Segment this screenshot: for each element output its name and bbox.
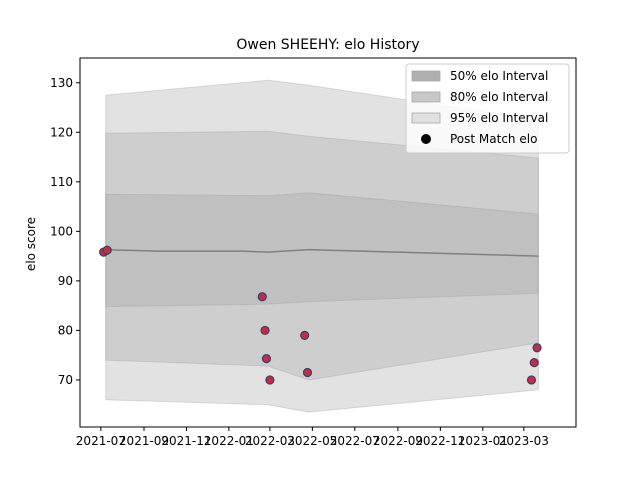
x-tick-label-2023-03: 2023-03 bbox=[499, 434, 549, 448]
data-point-1 bbox=[102, 245, 112, 255]
legend-swatch-0 bbox=[411, 70, 441, 82]
legend: 50% elo Interval 80% elo Interval 95% elo … bbox=[405, 63, 570, 154]
y-tick-label-80: 80 bbox=[58, 323, 73, 337]
band-95-interval bbox=[105, 79, 539, 413]
legend-label-3: Post Match elo bbox=[450, 132, 537, 146]
data-point-9 bbox=[529, 358, 539, 368]
legend-label-2: 95% elo Interval bbox=[450, 111, 548, 125]
data-point-3 bbox=[260, 325, 270, 336]
y-tick-label-100: 100 bbox=[50, 224, 73, 238]
x-tick-label-2021-09: 2021-09 bbox=[119, 434, 169, 448]
data-point-6 bbox=[300, 330, 310, 340]
legend-label-1: 80% elo Interval bbox=[450, 90, 548, 104]
legend-marker-3 bbox=[421, 134, 431, 144]
data-point-2 bbox=[257, 292, 267, 302]
x-tick-label-2022-09: 2022-09 bbox=[373, 434, 423, 448]
data-point-10 bbox=[532, 343, 542, 353]
legend-swatch-2 bbox=[411, 112, 441, 124]
x-tick-label-2022-03: 2022-03 bbox=[245, 434, 295, 448]
x-tick-label-2022-07: 2022-07 bbox=[330, 434, 380, 448]
legend-box bbox=[405, 63, 570, 154]
x-tick-label-2022-01: 2022-01 bbox=[204, 434, 254, 448]
y-tick-label-90: 90 bbox=[58, 274, 73, 288]
data-point-7 bbox=[302, 367, 313, 378]
plot-area: 7080901001101201302021-072021-092021-112… bbox=[50, 57, 577, 448]
x-tick-label-2021-11: 2021-11 bbox=[161, 434, 211, 448]
data-point-4 bbox=[261, 354, 272, 364]
y-tick-label-120: 120 bbox=[50, 125, 73, 139]
y-tick-label-130: 130 bbox=[50, 76, 73, 90]
y-tick-label-110: 110 bbox=[50, 175, 73, 189]
mean-elo-line bbox=[105, 248, 539, 257]
legend-swatch-1 bbox=[411, 91, 441, 103]
x-tick-label-2022-11: 2022-11 bbox=[415, 434, 465, 448]
data-point-8 bbox=[526, 375, 537, 385]
band-80-interval bbox=[105, 130, 539, 381]
x-tick-label-2023-01: 2023-01 bbox=[458, 434, 508, 448]
y-axis-label: elo score bbox=[24, 217, 38, 271]
y-tick-label-70: 70 bbox=[58, 373, 73, 387]
x-tick-label-2022-05: 2022-05 bbox=[287, 434, 337, 448]
axes-frame bbox=[79, 57, 577, 428]
legend-label-0: 50% elo Interval bbox=[450, 69, 548, 83]
x-tick-label-2021-07: 2021-07 bbox=[76, 434, 126, 448]
data-point-5 bbox=[265, 375, 275, 385]
chart-title: Owen SHEEHY: elo History bbox=[236, 37, 419, 53]
